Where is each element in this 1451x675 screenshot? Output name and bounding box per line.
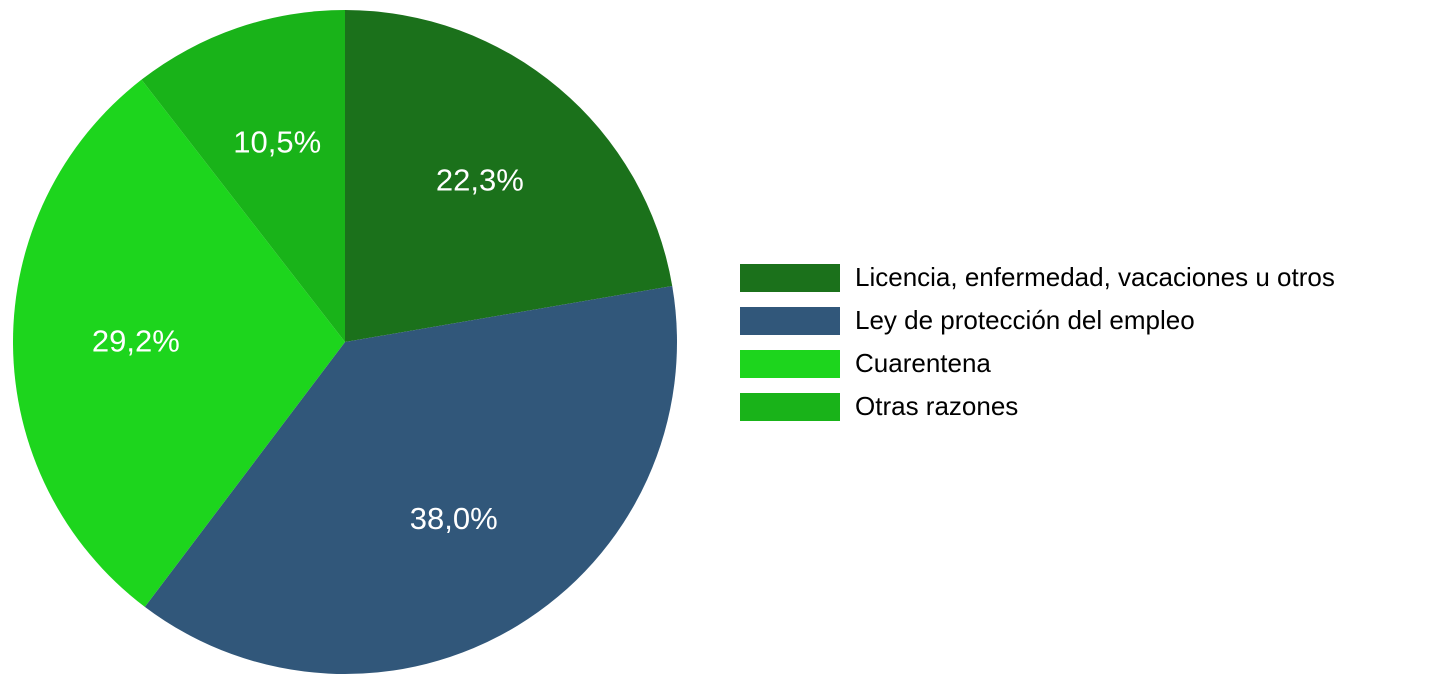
pie-slice (141, 10, 345, 342)
slice-label: 38,0% (410, 501, 498, 536)
legend-text: Ley de protección del empleo (855, 305, 1195, 335)
pie-slice (345, 10, 673, 342)
slice-label: 22,3% (436, 162, 524, 197)
legend-swatch (740, 393, 840, 421)
slice-label: 29,2% (92, 324, 180, 359)
legend-swatch (740, 350, 840, 378)
legend-swatch (740, 307, 840, 335)
legend-text: Otras razones (855, 391, 1018, 421)
pie-slice (12, 79, 346, 607)
legend-swatch (740, 264, 840, 292)
legend-text: Licencia, enfermedad, vacaciones u otros (855, 262, 1335, 292)
slice-label: 10,5% (233, 124, 321, 159)
legend-text: Cuarentena (855, 348, 991, 378)
pie-slice (144, 285, 677, 674)
